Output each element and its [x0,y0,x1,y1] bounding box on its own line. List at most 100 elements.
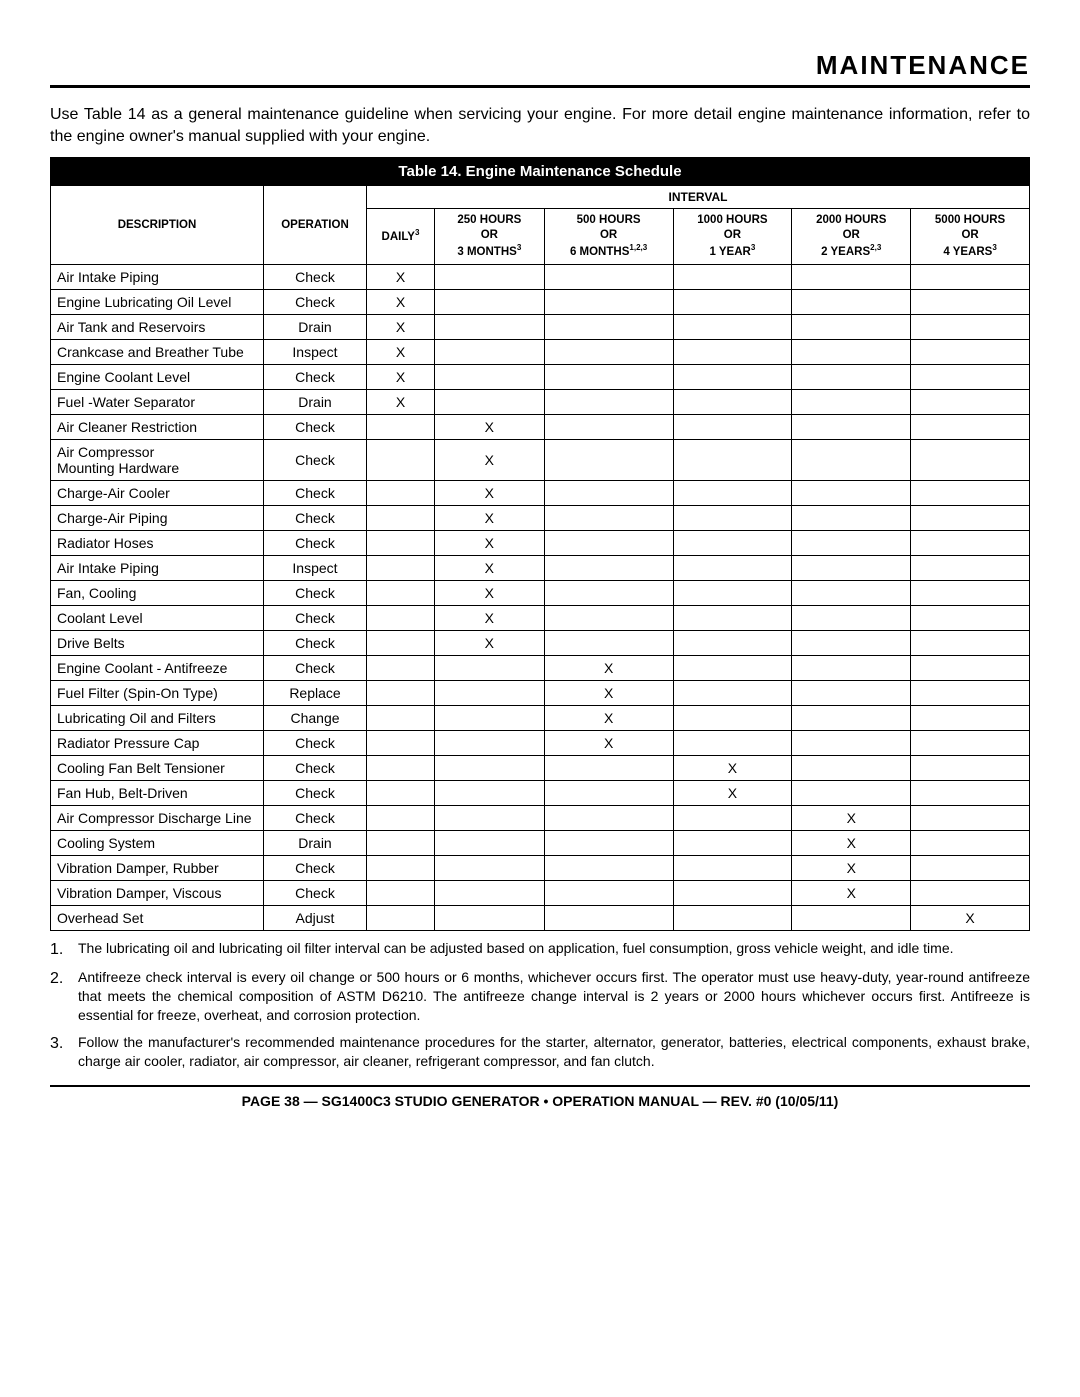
cell-mark: X [435,505,545,530]
cell-mark: X [435,630,545,655]
notes: 1.The lubricating oil and lubricating oi… [50,939,1030,1071]
cell-mark [435,905,545,930]
cell-operation: Check [264,439,367,480]
cell-mark [544,289,673,314]
cell-mark [673,264,792,289]
cell-mark [911,830,1030,855]
cell-description: Charge-Air Cooler [51,480,264,505]
cell-description: Fuel -Water Separator [51,389,264,414]
table-caption: Table 14. Engine Maintenance Schedule [51,158,1030,186]
cell-mark [544,364,673,389]
table-row: Fan Hub, Belt-DrivenCheckX [51,780,1030,805]
table-row: Engine Coolant - AntifreezeCheckX [51,655,1030,680]
cell-operation: Inspect [264,339,367,364]
cell-mark [911,264,1030,289]
cell-operation: Change [264,705,367,730]
cell-description: Vibration Damper, Rubber [51,855,264,880]
cell-mark [792,605,911,630]
cell-mark: X [544,730,673,755]
cell-mark [673,805,792,830]
cell-operation: Check [264,289,367,314]
cell-mark [911,705,1030,730]
cell-mark [911,364,1030,389]
cell-mark [911,480,1030,505]
col-250h-l3: 3 MONTHS [457,246,516,258]
col-250h-l2: OR [481,229,498,241]
cell-description: Engine Lubricating Oil Level [51,289,264,314]
cell-mark: X [435,530,545,555]
cell-mark: X [367,364,435,389]
cell-mark [544,855,673,880]
cell-description: Coolant Level [51,605,264,630]
cell-mark [367,780,435,805]
cell-mark [367,755,435,780]
cell-operation: Check [264,855,367,880]
cell-description: Crankcase and Breather Tube [51,339,264,364]
cell-mark [792,555,911,580]
note-number: 2. [50,968,78,1025]
table-row: Coolant LevelCheckX [51,605,1030,630]
table-row: Air CompressorMounting HardwareCheckX [51,439,1030,480]
cell-mark [673,680,792,705]
cell-operation: Inspect [264,555,367,580]
cell-description: Drive Belts [51,630,264,655]
cell-mark [673,855,792,880]
table-row: Engine Lubricating Oil LevelCheckX [51,289,1030,314]
cell-mark [911,439,1030,480]
cell-mark [673,314,792,339]
cell-mark [792,314,911,339]
cell-description: Air Intake Piping [51,555,264,580]
table-row: Air Intake PipingCheckX [51,264,1030,289]
cell-mark [435,730,545,755]
cell-mark: X [435,414,545,439]
cell-mark [911,630,1030,655]
col-2000h-l1: 2000 HOURS [816,214,886,226]
table-header-row-1: DESCRIPTION OPERATION INTERVAL [51,186,1030,209]
cell-mark [911,805,1030,830]
cell-mark [367,480,435,505]
cell-mark [792,780,911,805]
table-row: Charge-Air PipingCheckX [51,505,1030,530]
cell-operation: Replace [264,680,367,705]
cell-operation: Check [264,414,367,439]
cell-mark [792,389,911,414]
cell-mark [673,364,792,389]
col-500h-l3: 6 MONTHS [570,246,629,258]
intro-text: Use Table 14 as a general maintenance gu… [50,104,1030,147]
cell-mark [911,855,1030,880]
page-footer: PAGE 38 — SG1400C3 STUDIO GENERATOR • OP… [50,1085,1030,1109]
cell-mark [911,339,1030,364]
cell-mark [544,905,673,930]
cell-operation: Check [264,264,367,289]
cell-operation: Check [264,780,367,805]
cell-mark [792,480,911,505]
cell-description: Overhead Set [51,905,264,930]
cell-operation: Check [264,505,367,530]
cell-description: Air Intake Piping [51,264,264,289]
col-5000h-l1: 5000 HOURS [935,214,1005,226]
table-row: Air Intake PipingInspect X [51,555,1030,580]
cell-mark: X [792,830,911,855]
table-row: Charge-Air CoolerCheckX [51,480,1030,505]
cell-mark [544,264,673,289]
table-row: Drive BeltsCheck X [51,630,1030,655]
col-2000h: 2000 HOURS OR 2 YEARS2,3 [792,209,911,265]
cell-mark: X [544,680,673,705]
cell-mark [435,389,545,414]
cell-mark [792,580,911,605]
table-caption-row: Table 14. Engine Maintenance Schedule [51,158,1030,186]
table-row: Air Cleaner RestrictionCheckX [51,414,1030,439]
note-number: 1. [50,939,78,961]
cell-mark [544,555,673,580]
cell-mark [367,805,435,830]
cell-mark: X [673,755,792,780]
cell-mark: X [435,555,545,580]
cell-description: Fuel Filter (Spin-On Type) [51,680,264,705]
cell-mark [911,314,1030,339]
cell-operation: Check [264,630,367,655]
table-row: Vibration Damper, RubberCheckX [51,855,1030,880]
cell-description: Lubricating Oil and Filters [51,705,264,730]
cell-mark [673,630,792,655]
cell-mark [435,705,545,730]
cell-mark [911,755,1030,780]
